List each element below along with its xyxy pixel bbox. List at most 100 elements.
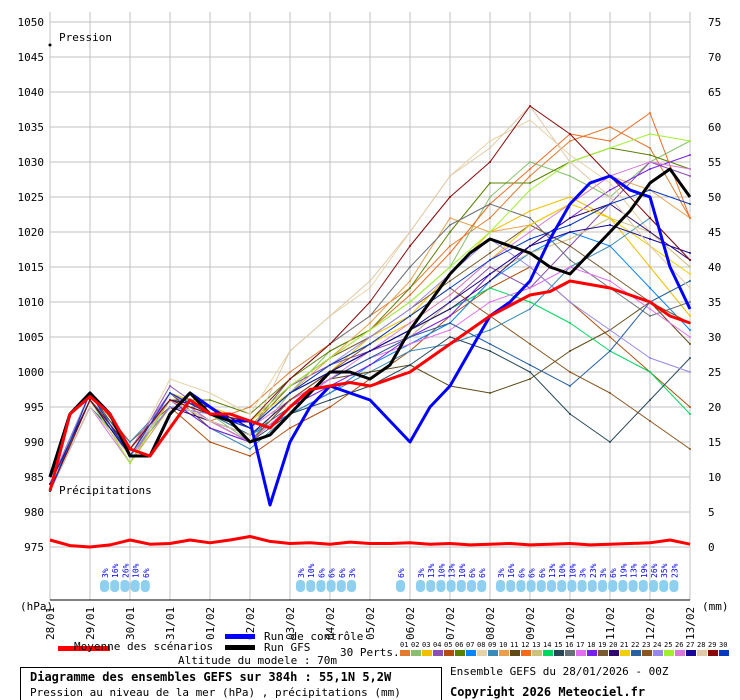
snow-pct-label: 6% — [517, 568, 526, 578]
right-axis-label: (mm) — [702, 600, 729, 613]
snow-icon — [416, 580, 425, 592]
pert-color-swatch — [532, 650, 542, 656]
perturbation-line-18-point — [449, 315, 451, 317]
perturbation-line-18-point — [209, 427, 211, 429]
snow-icon — [496, 580, 505, 592]
snow-pct-label: 19% — [640, 563, 649, 578]
perturbation-line-29-point — [89, 399, 91, 401]
perturbation-line-09-point — [249, 448, 251, 450]
perturbation-line-28-point — [449, 175, 451, 177]
pert-number-label: 16 — [565, 641, 573, 649]
perturbation-line-30-point — [649, 189, 651, 191]
perturbation-line-29-point — [529, 105, 531, 107]
snow-pct-label: 3% — [348, 568, 357, 578]
perturbation-line-30-point — [329, 364, 331, 366]
legend-gfs-label: Run GFS — [264, 641, 311, 654]
perturbation-line-29-point — [689, 259, 691, 261]
perturbation-line-24-point — [169, 406, 171, 408]
perturbation-line-05-point — [609, 336, 611, 338]
perturbation-line-17-point — [529, 287, 531, 289]
perturbation-line-14-point — [689, 413, 691, 415]
y-tick-label: 1020 — [18, 226, 45, 239]
perturbation-line-27-point — [449, 301, 451, 303]
pert-number-label: 17 — [576, 641, 584, 649]
y2-tick-label: 30 — [708, 331, 721, 344]
perturbation-line-25-point — [529, 189, 531, 191]
perturbation-line-16-point — [689, 301, 691, 303]
legend-mean-label: Moyenne des scénarios — [74, 640, 214, 653]
perturbation-line-02-point — [569, 175, 571, 177]
pert-color-swatch — [543, 650, 553, 656]
snow-icon — [456, 580, 466, 592]
perturbation-line-16-point — [489, 203, 491, 205]
perturbation-line-20-point — [569, 217, 571, 219]
snow-icon — [557, 580, 567, 592]
mean-line — [48, 279, 691, 492]
perturbation-line-30-point — [409, 315, 411, 317]
perturbation-line-30-point — [529, 238, 531, 240]
perturbation-line-06-point — [649, 154, 651, 156]
pert-color-swatch — [719, 650, 729, 656]
perturbation-line-23-point — [649, 420, 651, 422]
y2-tick-label: 40 — [708, 261, 721, 274]
x-tick-label: 01/02 — [204, 607, 217, 640]
perturbation-line-29-point — [369, 301, 371, 303]
snow-pct-label: 10% — [458, 563, 467, 578]
perturbation-line-11-point — [369, 371, 371, 373]
perturbation-line-12-point — [649, 112, 651, 114]
y-tick-label: 975 — [24, 541, 44, 554]
pert-color-swatch — [521, 650, 531, 656]
perturbation-line-01-point — [289, 371, 291, 373]
snow-pct-label: 6% — [338, 568, 347, 578]
perturbation-line-28-point — [249, 434, 251, 436]
x-tick-label: 13/02 — [684, 607, 697, 640]
perturbation-line-25-point — [329, 357, 331, 359]
pert-color-swatch — [675, 650, 685, 656]
perturbation-line-09-point — [409, 350, 411, 352]
perturbation-line-08-point — [249, 413, 251, 415]
perturbation-line-25-point — [489, 231, 491, 233]
snow-icon — [659, 580, 669, 592]
snow-pct-label: 6% — [538, 568, 547, 578]
snow-icon — [347, 580, 356, 592]
perturbation-line-22-point — [489, 343, 491, 345]
perturbation-line-29-point — [409, 245, 411, 247]
y-tick-label: 1050 — [18, 16, 45, 29]
perturbation-line-15-point — [449, 336, 451, 338]
perturbation-line-23-point — [289, 399, 291, 401]
perturbation-line-02-point — [489, 196, 491, 198]
snow-icon — [587, 580, 597, 592]
perturbation-line-30-point — [609, 203, 611, 205]
perturbation-line-08-point — [209, 392, 211, 394]
y-tick-label: 1010 — [18, 296, 45, 309]
snow-pct-label: 35% — [660, 563, 669, 578]
perturbation-line-14-point — [489, 287, 491, 289]
legend-control-swatch — [225, 634, 255, 639]
snow-icon — [547, 580, 556, 592]
pert-number-label: 05 — [444, 641, 452, 649]
snow-icon — [140, 580, 150, 592]
snow-pct-label: 6% — [468, 568, 477, 578]
perturbation-line-08-point — [529, 119, 531, 121]
pressure-marker — [48, 43, 52, 47]
pert-number-label: 28 — [697, 641, 705, 649]
x-tick-label: 28/01 — [44, 607, 57, 640]
perturbation-line-30-point — [569, 224, 571, 226]
pert-color-swatch — [697, 650, 707, 656]
pert-number-label: 26 — [675, 641, 683, 649]
snow-icon — [638, 580, 648, 592]
snow-icon — [536, 580, 546, 592]
gfs-run-line — [48, 167, 692, 478]
pert-color-swatch — [488, 650, 498, 656]
perturbation-line-23-point — [689, 448, 691, 450]
legend-gfs-swatch — [225, 645, 255, 650]
pert-number-label: 06 — [455, 641, 463, 649]
pert-number-label: 20 — [609, 641, 617, 649]
perturbation-line-11-point — [689, 343, 691, 345]
pert-color-swatch — [565, 650, 575, 656]
pert-color-swatch — [455, 650, 465, 656]
perturbation-line-22-point — [529, 364, 531, 366]
precip-mean-line — [49, 535, 691, 549]
y2-tick-label: 25 — [708, 366, 721, 379]
perturbation-line-21-point — [529, 224, 531, 226]
